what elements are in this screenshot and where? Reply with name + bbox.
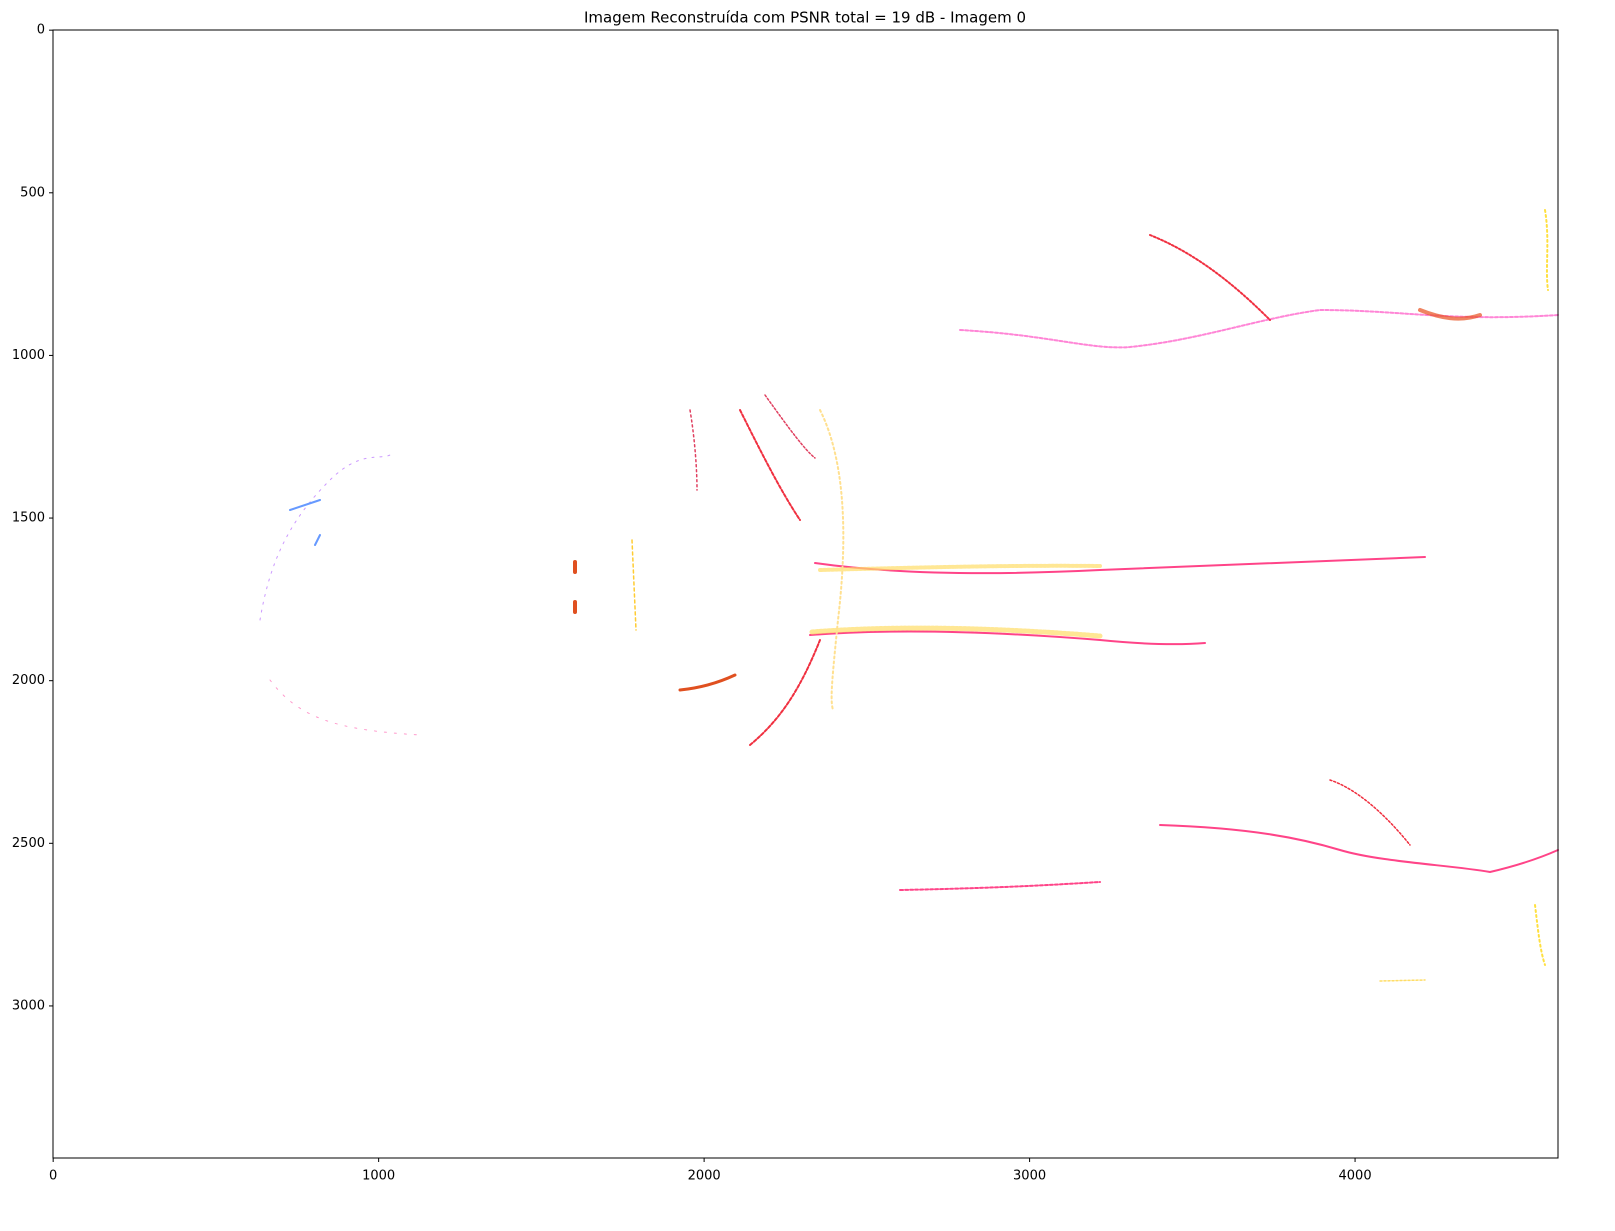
axes-frame (52, 29, 1559, 1159)
chart-title: Imagem Reconstruída com PSNR total = 19 … (584, 9, 1026, 27)
x-tick-label: 0 (49, 1169, 57, 1184)
y-tick-label: 2500 (12, 836, 45, 851)
x-tick-label: 1000 (362, 1169, 395, 1184)
image-content (259, 209, 1559, 982)
x-tick-label: 2000 (688, 1169, 721, 1184)
y-tick-label: 0 (37, 23, 45, 38)
y-tick-label: 1500 (12, 511, 45, 526)
x-tick-label: 4000 (1339, 1169, 1372, 1184)
y-tick-label: 1000 (12, 348, 45, 363)
y-tick-label: 500 (20, 185, 45, 200)
y-tick-label: 2000 (12, 673, 45, 688)
x-tick-label: 3000 (1013, 1169, 1046, 1184)
y-tick-label: 3000 (12, 998, 45, 1013)
